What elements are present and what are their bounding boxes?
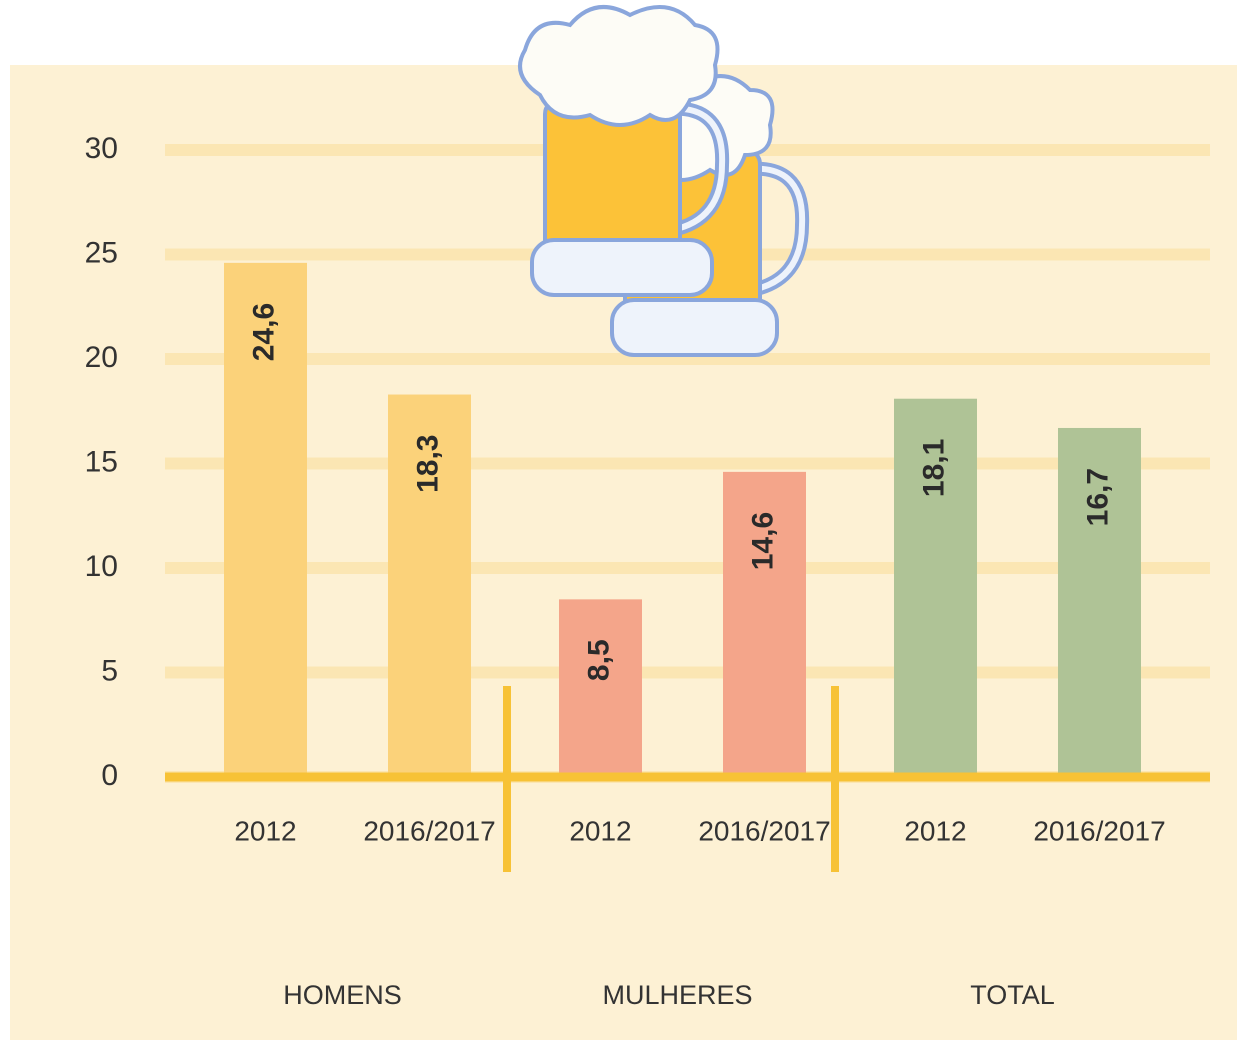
x-tick-label: 2016/2017 [698,815,830,846]
bar [388,394,471,777]
y-tick-label: 0 [101,759,118,792]
bar [723,471,806,777]
group-label: MULHERES [602,980,752,1010]
bars: 24,6 18,3 8,5 14,6 18,1 16,7 [165,262,1210,782]
y-tick-label: 20 [85,341,118,374]
value-label: 18,3 [411,435,444,493]
x-tick-label: 2012 [234,815,296,846]
group-label: HOMENS [283,980,402,1010]
value-label: 16,7 [1081,468,1114,526]
bar [894,398,977,777]
value-label: 24,6 [247,303,280,361]
y-tick-label: 15 [85,445,118,478]
value-label: 8,5 [582,639,615,681]
x-tick-label: 2016/2017 [363,815,495,846]
group-label: TOTAL [970,980,1055,1010]
y-tick-label: 30 [85,132,118,165]
bar [559,599,642,777]
x-tick-label: 2012 [904,815,966,846]
bar [1058,427,1141,777]
x-tick-label: 2012 [569,815,631,846]
value-label: 14,6 [746,512,779,570]
y-tick-label: 5 [101,654,118,687]
y-tick-label: 10 [85,550,118,583]
value-label: 18,1 [917,439,950,497]
bar [224,262,307,777]
beer-mugs [518,5,810,357]
x-tick-label: 2016/2017 [1033,815,1165,846]
y-tick-label: 25 [85,236,118,269]
